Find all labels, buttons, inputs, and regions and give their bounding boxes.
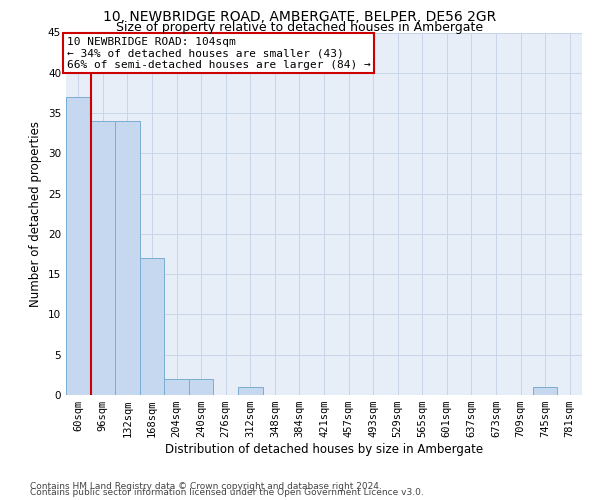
Bar: [140, 258, 164, 395]
Bar: [189, 379, 214, 395]
Bar: [533, 387, 557, 395]
Bar: [91, 121, 115, 395]
Bar: [238, 387, 263, 395]
Text: Contains HM Land Registry data © Crown copyright and database right 2024.: Contains HM Land Registry data © Crown c…: [30, 482, 382, 491]
Text: 10, NEWBRIDGE ROAD, AMBERGATE, BELPER, DE56 2GR: 10, NEWBRIDGE ROAD, AMBERGATE, BELPER, D…: [103, 10, 497, 24]
Bar: [115, 121, 140, 395]
Bar: [66, 97, 91, 395]
Text: Contains public sector information licensed under the Open Government Licence v3: Contains public sector information licen…: [30, 488, 424, 497]
Text: 10 NEWBRIDGE ROAD: 104sqm
← 34% of detached houses are smaller (43)
66% of semi-: 10 NEWBRIDGE ROAD: 104sqm ← 34% of detac…: [67, 36, 370, 70]
Bar: [164, 379, 189, 395]
Text: Size of property relative to detached houses in Ambergate: Size of property relative to detached ho…: [116, 21, 484, 34]
X-axis label: Distribution of detached houses by size in Ambergate: Distribution of detached houses by size …: [165, 443, 483, 456]
Y-axis label: Number of detached properties: Number of detached properties: [29, 120, 43, 306]
